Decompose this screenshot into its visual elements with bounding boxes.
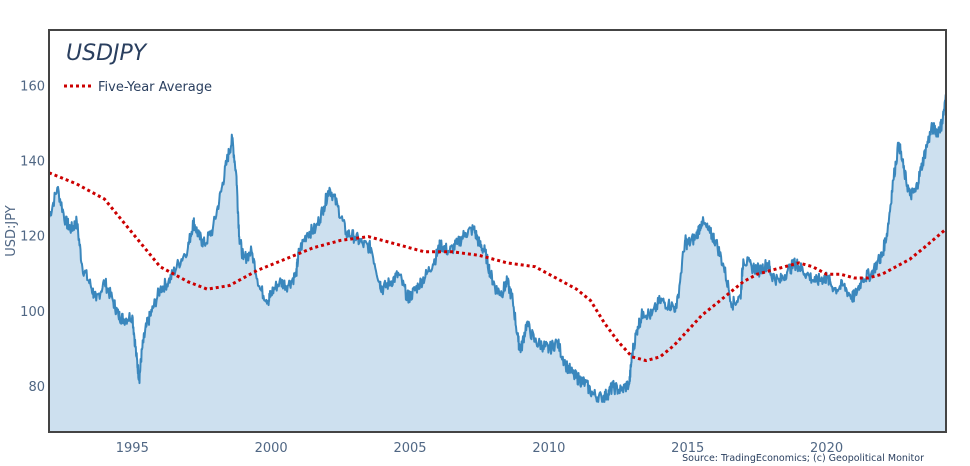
x-tick-label: 2005 <box>393 441 426 456</box>
y-axis-label: USD:JPY <box>4 205 19 257</box>
y-tick-label: 80 <box>28 380 45 395</box>
x-tick-label: 2010 <box>532 441 565 456</box>
x-tick-label: 1995 <box>116 441 149 456</box>
y-tick-label: 140 <box>20 154 45 169</box>
y-tick-label: 160 <box>20 79 45 94</box>
legend-average-label: Five-Year Average <box>98 80 212 95</box>
plot-area <box>48 93 947 433</box>
chart-title: USDJPY <box>66 41 148 66</box>
price-area-fill <box>49 94 946 433</box>
source-note: Source: TradingEconomics; (c) Geopolitic… <box>682 453 924 464</box>
y-tick-label: 100 <box>20 305 45 320</box>
x-tick-label: 2015 <box>671 441 704 456</box>
legend: Five-Year Average <box>64 80 212 95</box>
y-axis-ticks: 80 100 120 140 160 <box>20 79 45 395</box>
price-line <box>48 93 947 403</box>
x-tick-label: 2000 <box>255 441 288 456</box>
x-tick-label: 2020 <box>810 441 843 456</box>
x-axis-ticks: 1995 2000 2005 2010 2015 2020 <box>116 441 843 456</box>
five-year-average-line <box>48 171 947 363</box>
y-tick-label: 120 <box>20 230 45 245</box>
plot-frame <box>48 29 947 433</box>
